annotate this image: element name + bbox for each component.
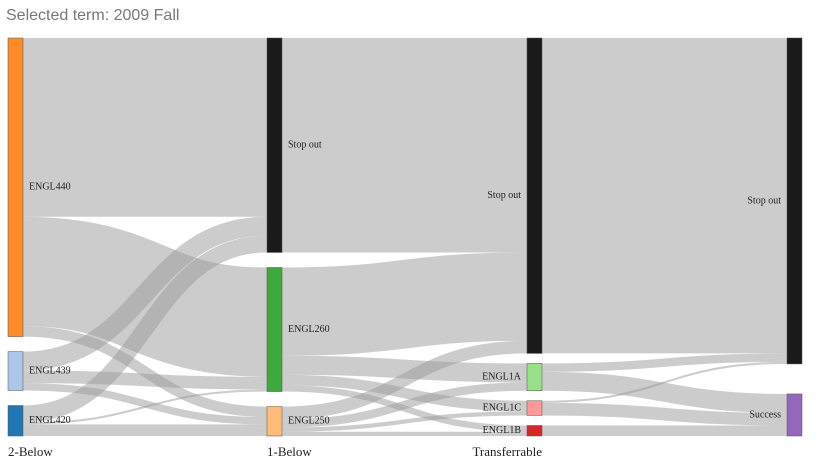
column-label: 1-Below bbox=[267, 444, 312, 459]
node-label: ENGL1C bbox=[483, 402, 522, 413]
node bbox=[526, 37, 543, 354]
link bbox=[281, 411, 528, 432]
chart-title: Selected term: 2009 Fall bbox=[6, 7, 179, 24]
node-label: Success bbox=[749, 409, 781, 420]
nodes: ENGL440 ENGL439 ENGL420 Stop out ENGL260 ENGL… bbox=[7, 37, 803, 437]
link bbox=[22, 370, 268, 390]
node bbox=[786, 393, 803, 437]
link bbox=[22, 383, 268, 425]
node-label: ENGL440 bbox=[29, 182, 71, 193]
node-label: Stop out bbox=[487, 190, 521, 201]
node-label: Stop out bbox=[288, 140, 322, 151]
link bbox=[281, 382, 528, 428]
link bbox=[22, 389, 268, 425]
node-label: ENGL250 bbox=[288, 416, 330, 427]
node-label: ENGL1A bbox=[482, 371, 522, 382]
link bbox=[541, 361, 788, 403]
link bbox=[22, 216, 268, 371]
node bbox=[7, 37, 24, 337]
node-label: ENGL1B bbox=[483, 425, 522, 436]
node bbox=[786, 37, 803, 365]
link bbox=[541, 402, 788, 426]
node-label: ENGL420 bbox=[29, 415, 71, 426]
node bbox=[266, 406, 283, 437]
links bbox=[22, 37, 788, 437]
link bbox=[22, 326, 268, 418]
node bbox=[526, 363, 543, 392]
link bbox=[281, 374, 528, 412]
node bbox=[7, 351, 24, 391]
link bbox=[281, 252, 528, 356]
node bbox=[7, 405, 24, 437]
column-label: Transferrable bbox=[472, 444, 542, 459]
link bbox=[281, 340, 528, 420]
link bbox=[541, 371, 788, 413]
node bbox=[266, 37, 283, 253]
link bbox=[281, 355, 528, 383]
node-label: Stop out bbox=[747, 195, 781, 206]
node-label: ENGL439 bbox=[29, 365, 71, 376]
link bbox=[22, 235, 268, 423]
node bbox=[266, 267, 283, 392]
node-label: ENGL260 bbox=[288, 324, 330, 335]
node bbox=[526, 425, 543, 437]
link bbox=[541, 353, 788, 372]
node bbox=[526, 400, 543, 416]
column-label: 2-Below bbox=[8, 444, 53, 459]
